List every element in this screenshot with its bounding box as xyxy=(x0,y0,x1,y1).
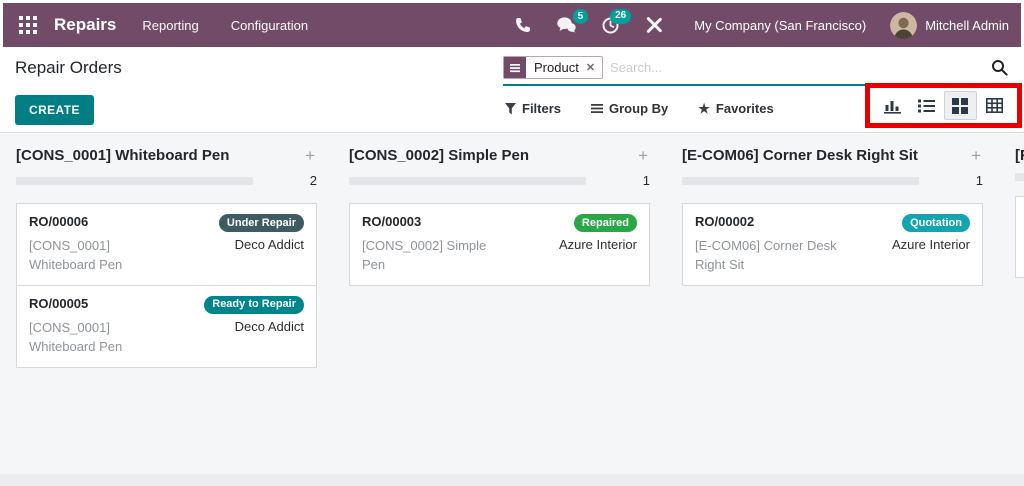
apps-menu-button[interactable] xyxy=(15,12,41,38)
search-icon xyxy=(992,60,1008,76)
column-count: 1 xyxy=(642,173,650,188)
card-reference: RO/00005 xyxy=(29,295,89,311)
column-title[interactable]: [CONS_0002] Simple Pen xyxy=(349,147,530,164)
graph-view-icon xyxy=(884,100,902,114)
view-switch-pivot-button[interactable] xyxy=(977,91,1011,120)
list-view-icon xyxy=(918,99,936,112)
group-by-label: Group By xyxy=(609,101,669,116)
column-title[interactable]: [CONS_0001] Whiteboard Pen xyxy=(16,147,230,164)
facet-label: Product xyxy=(534,60,579,75)
card-reference: RO/00006 xyxy=(29,214,89,229)
top-navbar: Repairs Reporting Configuration 5 xyxy=(3,3,1021,47)
pivot-view-icon xyxy=(985,98,1003,113)
menu-reporting[interactable]: Reporting xyxy=(142,17,199,33)
company-switcher[interactable]: My Company (San Francisco) xyxy=(694,17,867,33)
view-switch-graph-button[interactable] xyxy=(876,91,910,120)
favorites-label: Favorites xyxy=(715,101,774,116)
column-title[interactable]: [E-COM06] Corner Desk Right Sit xyxy=(682,147,918,164)
messages-count-badge: 5 xyxy=(572,9,589,24)
search-bar: Product ✕ xyxy=(503,56,1008,86)
kanban-card-partial[interactable] xyxy=(1015,196,1024,278)
column-progressbar xyxy=(349,176,586,185)
page-title: Repair Orders xyxy=(15,58,122,77)
column-progressbar xyxy=(16,176,253,185)
status-badge: Ready to Repair xyxy=(204,295,304,315)
kanban-card-ro00002[interactable]: RO/00002 Quotation [E-COM06] Corner Desk… xyxy=(682,203,983,286)
kanban-column-ecom06: [E-COM06] Corner Desk Right Sit + 1 RO/0… xyxy=(682,147,983,474)
group-by-button[interactable]: Group By xyxy=(591,101,668,116)
red-annotation-box xyxy=(865,83,1022,128)
status-badge: Repaired xyxy=(573,214,637,233)
kanban-card-ro00006[interactable]: RO/00006 Under Repair [CONS_0001] Whiteb… xyxy=(16,203,317,286)
user-name: Mitchell Admin xyxy=(925,17,1009,33)
kanban-card-ro00003[interactable]: RO/00003 Repaired [CONS_0002] Simple Pen… xyxy=(349,203,650,286)
tools-button[interactable] xyxy=(645,16,663,34)
chat-icon xyxy=(557,17,576,33)
card-product: [CONS_0001] Whiteboard Pen xyxy=(29,238,123,273)
user-menu[interactable]: Mitchell Admin xyxy=(890,11,1009,39)
search-input[interactable] xyxy=(610,58,985,77)
card-partner: Azure Interior xyxy=(558,237,637,253)
facet-remove-button[interactable]: ✕ xyxy=(586,57,602,78)
apps-grid-icon xyxy=(19,16,37,34)
view-switch-kanban-button[interactable] xyxy=(943,91,978,120)
favorites-button[interactable]: ★ Favorites xyxy=(698,101,773,116)
star-icon: ★ xyxy=(698,101,710,116)
search-submit-button[interactable] xyxy=(991,59,1008,76)
app-title[interactable]: Repairs xyxy=(54,15,117,34)
kanban-view-icon xyxy=(952,97,969,114)
column-progressbar xyxy=(682,176,919,185)
view-switch-list-button[interactable] xyxy=(910,91,944,120)
messages-button[interactable]: 5 xyxy=(557,9,589,33)
status-badge: Under Repair xyxy=(218,214,304,233)
card-partner: Azure Interior xyxy=(891,237,970,253)
column-title[interactable]: [F xyxy=(1015,147,1024,164)
column-add-button[interactable]: + xyxy=(638,146,648,165)
column-progressbar xyxy=(1015,173,1024,181)
control-panel: Repair Orders Product ✕ CREATE xyxy=(0,47,1024,133)
menu-configuration[interactable]: Configuration xyxy=(230,17,309,33)
activities-count-badge: 26 xyxy=(610,8,632,24)
status-badge: Quotation xyxy=(902,214,970,233)
kanban-board: [CONS_0001] Whiteboard Pen + 2 RO/00006 … xyxy=(0,134,1024,474)
filters-label: Filters xyxy=(522,101,562,116)
card-product: [CONS_0001] Whiteboard Pen xyxy=(29,320,123,354)
activities-button[interactable]: 26 xyxy=(602,8,632,34)
user-avatar xyxy=(890,11,918,39)
column-count: 2 xyxy=(309,173,317,188)
kanban-card-ro00005[interactable]: RO/00005 Ready to Repair [CONS_0001] Whi… xyxy=(16,284,317,368)
filter-funnel-icon xyxy=(505,102,516,115)
column-add-button[interactable]: + xyxy=(971,146,981,165)
search-facet-product: Product ✕ xyxy=(503,56,604,79)
tools-icon xyxy=(647,17,663,33)
card-partner: Deco Addict xyxy=(234,237,304,253)
create-button[interactable]: CREATE xyxy=(15,95,94,125)
card-product: [CONS_0002] Simple Pen xyxy=(362,238,487,273)
navbar-right-group: 5 26 My Company (San Francisco) xyxy=(502,8,1009,39)
group-by-bars-icon xyxy=(591,103,604,114)
phone-button[interactable] xyxy=(515,17,531,33)
phone-icon xyxy=(516,18,531,32)
filters-button[interactable]: Filters xyxy=(505,101,561,116)
card-partner: Deco Addict xyxy=(234,319,304,335)
column-count: 1 xyxy=(975,173,983,188)
kanban-column-cons0002: [CONS_0002] Simple Pen + 1 RO/00003 Repa… xyxy=(349,147,650,474)
card-reference: RO/00003 xyxy=(362,214,422,229)
kanban-column-cons0001: [CONS_0001] Whiteboard Pen + 2 RO/00006 … xyxy=(16,147,317,474)
column-add-button[interactable]: + xyxy=(305,146,315,165)
card-product: [E-COM06] Corner Desk Right Sit xyxy=(695,238,837,273)
facet-filter-icon xyxy=(504,57,526,78)
search-options-group: Filters Group By ★ Favorites xyxy=(505,101,804,116)
horizontal-scroll-track xyxy=(0,474,1024,486)
kanban-column-partial: [F xyxy=(1015,147,1024,474)
card-reference: RO/00002 xyxy=(695,214,755,229)
